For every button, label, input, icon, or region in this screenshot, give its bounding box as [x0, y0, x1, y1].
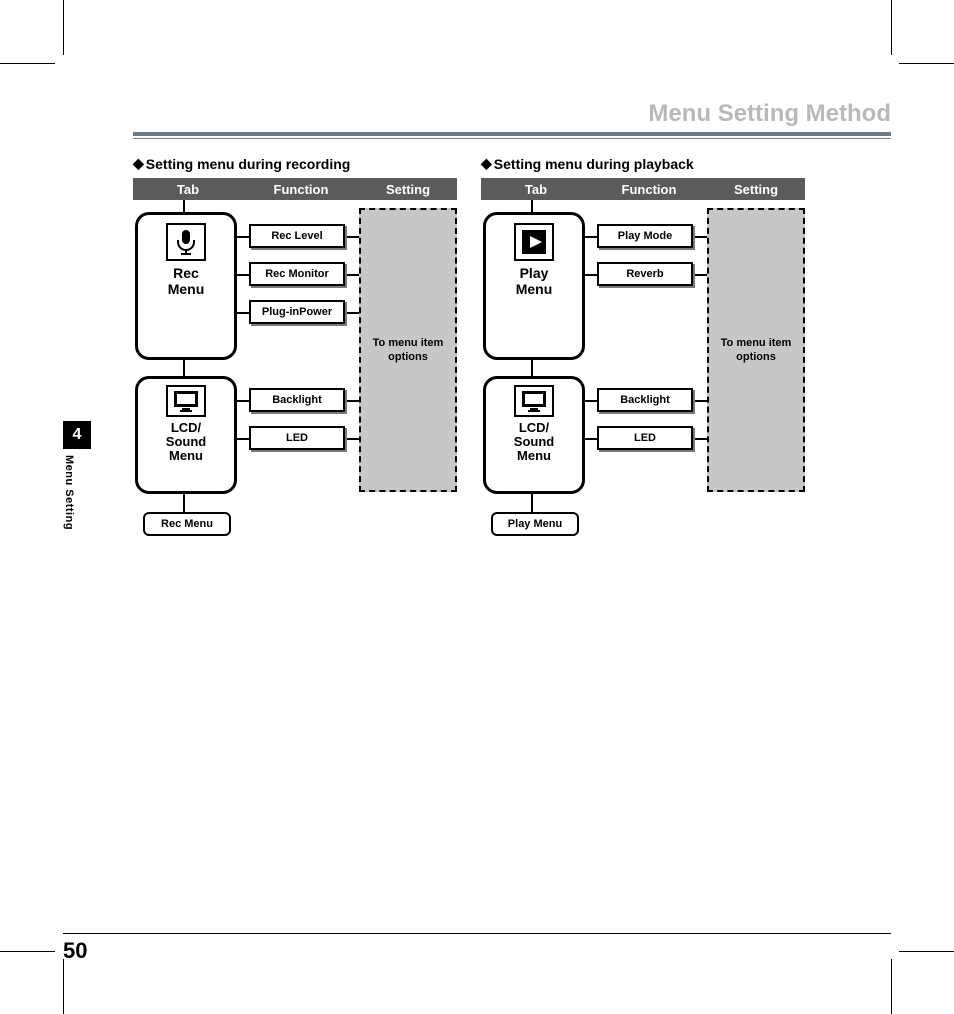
monitor-icon	[166, 385, 206, 417]
func-rec-monitor: Rec Monitor	[249, 262, 345, 286]
connector	[585, 438, 597, 440]
diamond-bullet-icon: ◆	[133, 155, 144, 172]
col-tab: Tab	[481, 182, 591, 197]
connector	[237, 438, 249, 440]
connector	[695, 236, 707, 238]
wrap-rec-menu: Rec Menu	[143, 512, 231, 536]
tab-lcd-sound-right: LCD/ Sound Menu	[483, 376, 585, 494]
connector	[695, 438, 707, 440]
connector	[347, 236, 359, 238]
column-header-right: Tab Function Setting	[481, 178, 805, 200]
col-setting: Setting	[359, 182, 457, 197]
mic-icon	[166, 223, 206, 261]
tab-rec-menu: Rec Menu	[135, 212, 237, 360]
section-heading-recording: ◆Setting menu during recording	[133, 156, 350, 173]
col-function: Function	[243, 182, 359, 197]
tab-label: LCD/ Sound Menu	[138, 421, 234, 463]
tab-play-menu: Play Menu	[483, 212, 585, 360]
page-title: Menu Setting Method	[648, 100, 891, 128]
chapter-number: 4	[73, 426, 82, 444]
connector	[237, 312, 249, 314]
options-text: To menu item options	[721, 336, 792, 364]
func-reverb: Reverb	[597, 262, 693, 286]
connector	[347, 312, 359, 314]
chapter-tab: 4	[63, 421, 91, 449]
column-header-left: Tab Function Setting	[133, 178, 457, 200]
header-rule-thick	[133, 132, 891, 136]
section-heading-text: Setting menu during playback	[494, 156, 694, 172]
func-backlight-left: Backlight	[249, 388, 345, 412]
page-number: 50	[63, 938, 87, 964]
tab-lcd-sound-left: LCD/ Sound Menu	[135, 376, 237, 494]
tab-label: Rec Menu	[138, 265, 234, 297]
connector	[585, 400, 597, 402]
play-icon	[514, 223, 554, 261]
col-tab: Tab	[133, 182, 243, 197]
side-label: Menu Setting	[63, 455, 75, 530]
connector	[695, 400, 707, 402]
connector	[695, 274, 707, 276]
connector	[237, 274, 249, 276]
connector	[585, 274, 597, 276]
section-heading-text: Setting menu during recording	[146, 156, 351, 172]
func-backlight-right: Backlight	[597, 388, 693, 412]
footer-rule	[63, 933, 891, 934]
connector	[347, 438, 359, 440]
func-rec-level: Rec Level	[249, 224, 345, 248]
connector	[347, 400, 359, 402]
func-plugin-power: Plug-inPower	[249, 300, 345, 324]
connector	[237, 400, 249, 402]
tab-label: Play Menu	[486, 265, 582, 297]
wrap-play-menu: Play Menu	[491, 512, 579, 536]
tab-label: LCD/ Sound Menu	[486, 421, 582, 463]
connector	[585, 236, 597, 238]
monitor-icon	[514, 385, 554, 417]
connector	[237, 236, 249, 238]
options-box-left: To menu item options	[359, 208, 457, 492]
section-heading-playback: ◆Setting menu during playback	[481, 156, 694, 173]
col-function: Function	[591, 182, 707, 197]
func-play-mode: Play Mode	[597, 224, 693, 248]
connector	[347, 274, 359, 276]
col-setting: Setting	[707, 182, 805, 197]
func-led-left: LED	[249, 426, 345, 450]
options-text: To menu item options	[373, 336, 444, 364]
func-led-right: LED	[597, 426, 693, 450]
page: Menu Setting Method 4 Menu Setting ◆Sett…	[63, 40, 891, 974]
header-rule-thin	[133, 138, 891, 139]
options-box-right: To menu item options	[707, 208, 805, 492]
diamond-bullet-icon: ◆	[481, 155, 492, 172]
